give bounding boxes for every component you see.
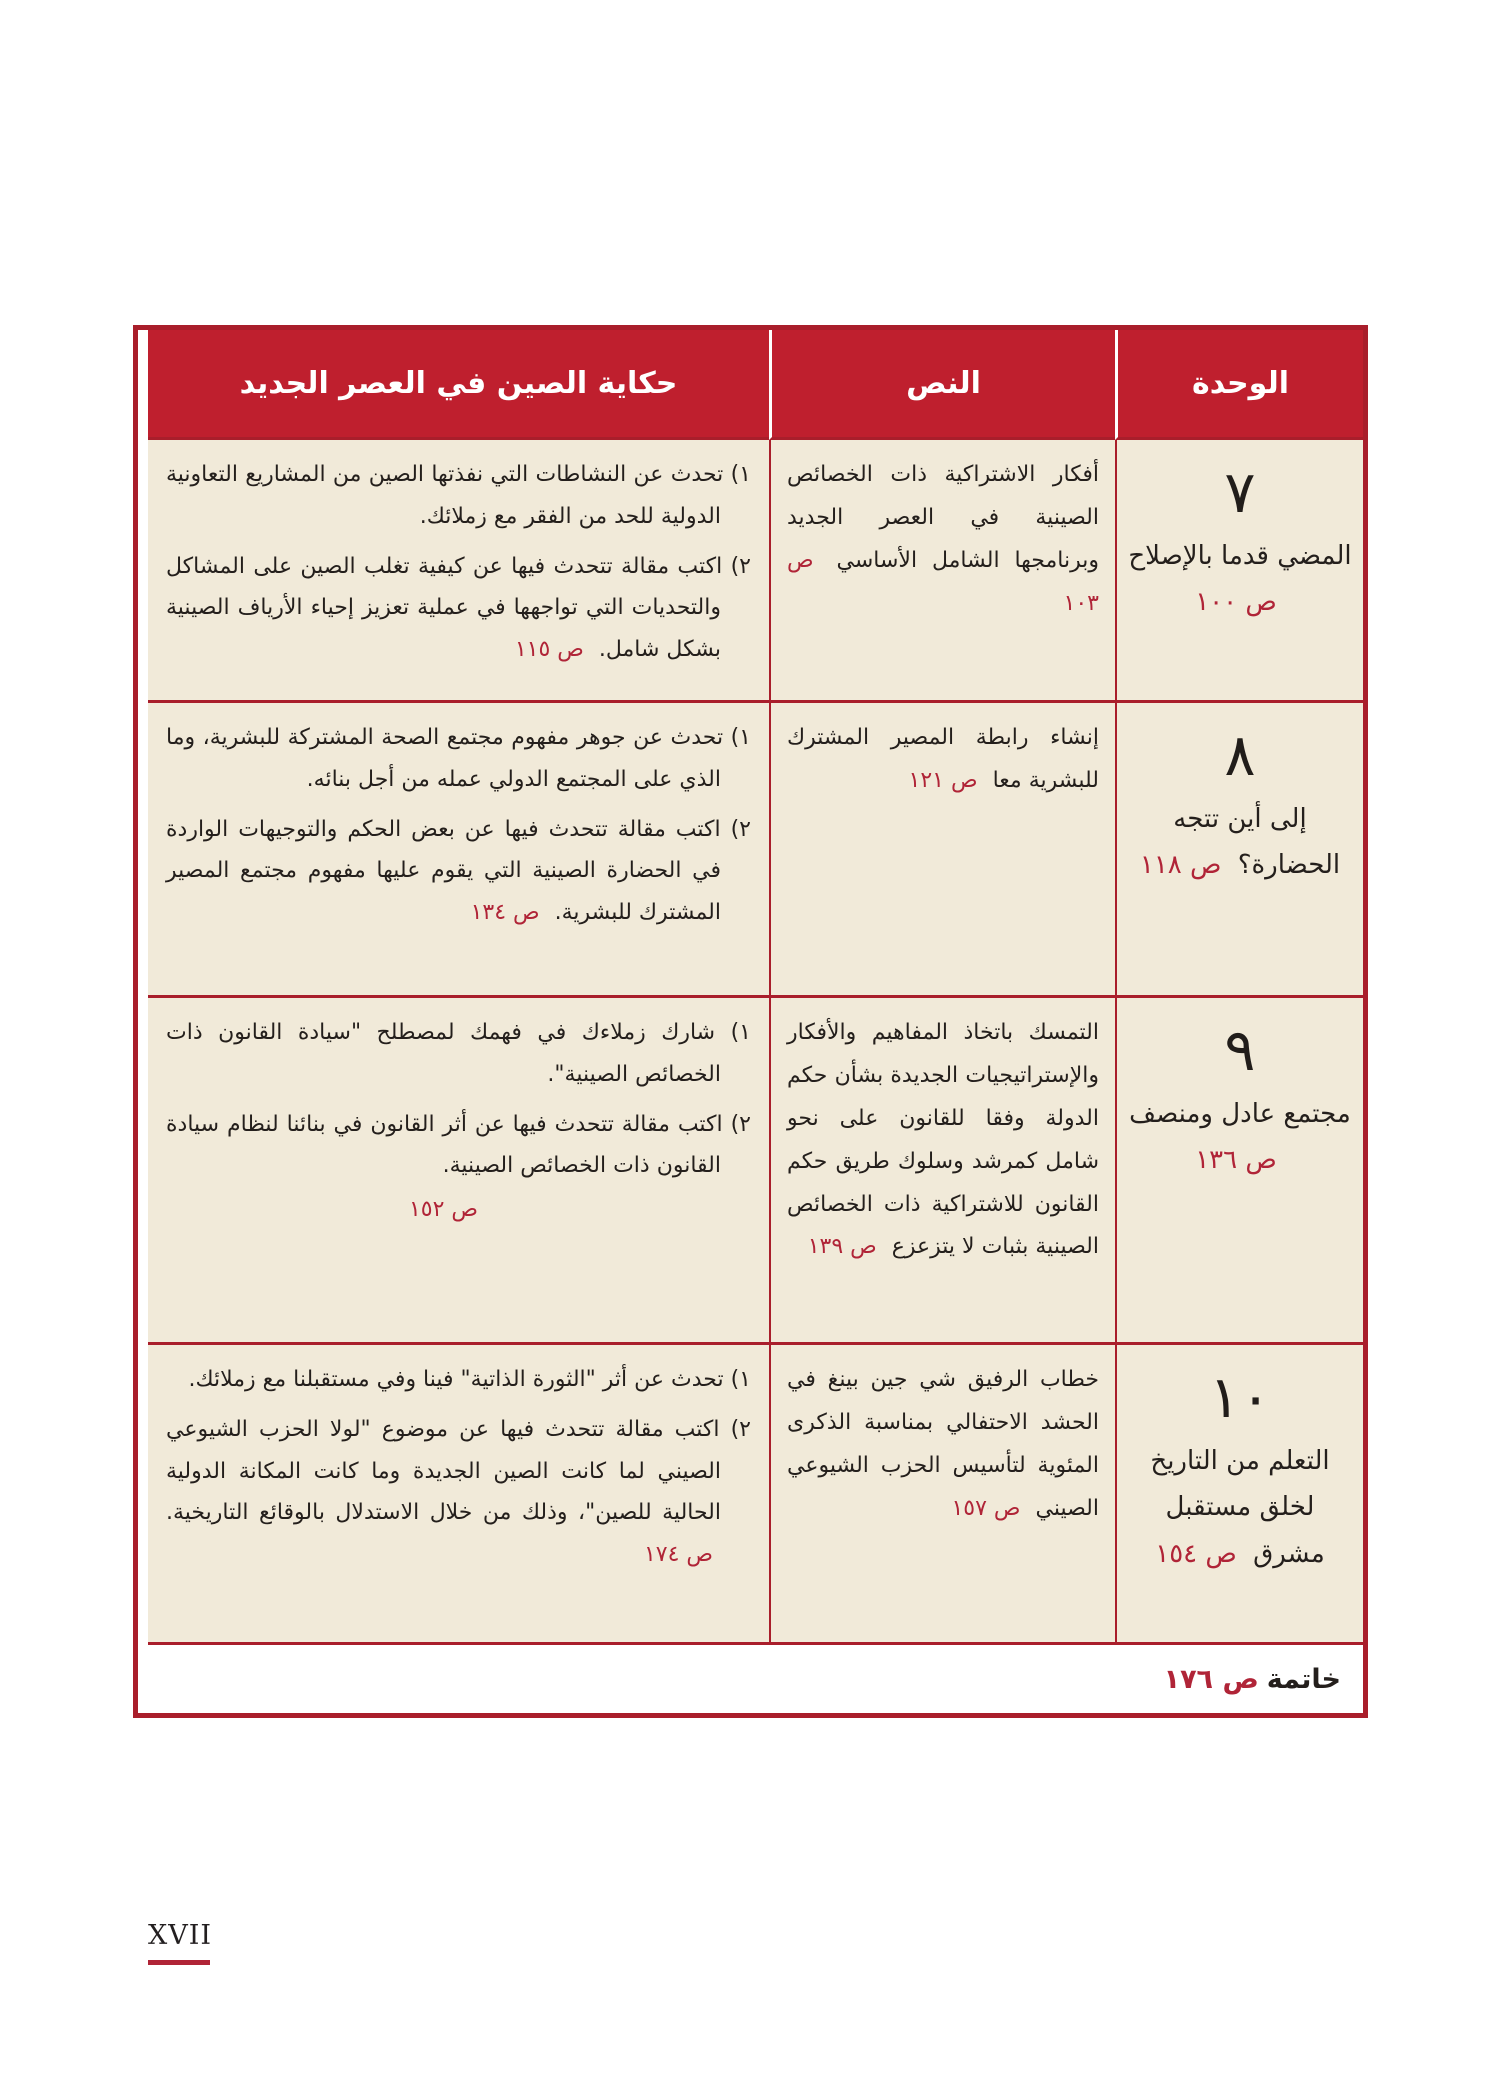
page-ref: ص ١٠٣ — [787, 547, 1099, 616]
page-ref: ص ١١٥ — [514, 637, 584, 663]
page-number: XVII — [148, 1920, 213, 1951]
page-ref: ص ١٠٠ — [1195, 587, 1277, 618]
unit-number: ١٠ — [1208, 1363, 1272, 1431]
unit-title: التعلم من التاريخ لخلق مستقبل مشرق ص ١٥٤ — [1127, 1438, 1353, 1578]
task-item: ١) تحدث عن النشاطات التي نفذتها الصين من… — [166, 454, 751, 538]
text-cell-7: أفكار الاشتراكية ذات الخصائص الصينية في … — [769, 440, 1115, 703]
text-body: التمسك باتخاذ المفاهيم والأفكار والإسترا… — [787, 1020, 1099, 1260]
conclusion-label: خاتمة — [1266, 1663, 1341, 1695]
unit-title: إلى أين تتجه الحضارة؟ ص ١١٨ — [1127, 796, 1353, 890]
unit-cell-8: ٨ إلى أين تتجه الحضارة؟ ص ١١٨ — [1115, 703, 1363, 998]
story-cell-10: ١) تحدث عن أثر "الثورة الذاتية" فينا وفي… — [148, 1345, 769, 1645]
task-item: ٢) اكتب مقالة تتحدث فيها عن موضوع "لولا … — [166, 1409, 751, 1576]
task-text: ١) تحدث عن النشاطات التي نفذتها الصين من… — [166, 462, 751, 529]
unit-number: ٧ — [1224, 458, 1256, 526]
task-item: ٢) اكتب مقالة تتحدث فيها عن بعض الحكم وا… — [166, 809, 751, 934]
contents-table: الوحدة النص حكاية الصين في العصر الجديد … — [133, 325, 1368, 1718]
unit-cell-9: ٩ مجتمع عادل ومنصف ص ١٣٦ — [1115, 998, 1363, 1345]
page-ref: ص ١٥٤ — [1155, 1539, 1237, 1570]
task-item: ١) شارك زملاءك في فهمك لمصطلح "سيادة الق… — [166, 1012, 751, 1096]
text-body: خطاب الرفيق شي جين بينغ في الحشد الاحتفا… — [787, 1367, 1099, 1521]
story-cell-7: ١) تحدث عن النشاطات التي نفذتها الصين من… — [148, 440, 769, 703]
task-item: ١) تحدث عن أثر "الثورة الذاتية" فينا وفي… — [166, 1359, 751, 1401]
task-text: ٢) اكتب مقالة تتحدث فيها عن موضوع "لولا … — [166, 1416, 751, 1526]
text-body: إنشاء رابطة المصير المشترك للبشرية معا — [787, 725, 1099, 793]
header-story-column: حكاية الصين في العصر الجديد — [148, 330, 769, 440]
task-item: ٢) اكتب مقالة تتحدث فيها عن كيفية تغلب ا… — [166, 546, 751, 671]
task-item: ٢) اكتب مقالة تتحدث فيها عن أثر القانون … — [166, 1104, 751, 1231]
task-item: ١) تحدث عن جوهر مفهوم مجتمع الصحة المشتر… — [166, 717, 751, 801]
page-ref: ص ١٣٩ — [807, 1234, 877, 1260]
header-text-column: النص — [769, 330, 1115, 440]
page-ref: ص ١٧٦ — [1163, 1663, 1259, 1695]
unit-title: المضي قدما بالإصلاح ص ١٠٠ — [1127, 533, 1353, 627]
story-cell-8: ١) تحدث عن جوهر مفهوم مجتمع الصحة المشتر… — [148, 703, 769, 998]
page-ref: ص ١٥٧ — [951, 1495, 1021, 1521]
conclusion-row: خاتمة ص ١٧٦ — [148, 1645, 1363, 1713]
page-ref: ص ١١٨ — [1139, 850, 1222, 881]
task-text: ١) تحدث عن جوهر مفهوم مجتمع الصحة المشتر… — [166, 725, 751, 792]
page-ref: ص ١٧٤ — [643, 1542, 713, 1568]
unit-cell-7: ٧ المضي قدما بالإصلاح ص ١٠٠ — [1115, 440, 1363, 703]
unit-cell-10: ١٠ التعلم من التاريخ لخلق مستقبل مشرق ص … — [1115, 1345, 1363, 1645]
unit-number: ٩ — [1224, 1016, 1256, 1084]
text-cell-8: إنشاء رابطة المصير المشترك للبشرية معا ص… — [769, 703, 1115, 998]
page-ref: ص ١٣٤ — [470, 900, 540, 926]
page-ref: ص ١٢١ — [908, 767, 978, 793]
unit-title: مجتمع عادل ومنصف ص ١٣٦ — [1127, 1091, 1353, 1185]
unit-title-text: التعلم من التاريخ لخلق مستقبل مشرق — [1150, 1445, 1330, 1570]
unit-title-text: مجتمع عادل ومنصف — [1129, 1098, 1351, 1129]
unit-title-text: إلى أين تتجه الحضارة؟ — [1173, 803, 1341, 881]
task-text: ١) شارك زملاءك في فهمك لمصطلح "سيادة الق… — [166, 1020, 751, 1087]
task-text: ١) تحدث عن أثر "الثورة الذاتية" فينا وفي… — [188, 1367, 751, 1392]
unit-number: ٨ — [1224, 721, 1256, 789]
text-cell-10: خطاب الرفيق شي جين بينغ في الحشد الاحتفا… — [769, 1345, 1115, 1645]
story-cell-9: ١) شارك زملاءك في فهمك لمصطلح "سيادة الق… — [148, 998, 769, 1345]
task-text: ٢) اكتب مقالة تتحدث فيها عن بعض الحكم وا… — [166, 816, 751, 926]
page-ref: ص ١٣٦ — [1195, 1145, 1277, 1176]
task-text: ٢) اكتب مقالة تتحدث فيها عن أثر القانون … — [166, 1111, 751, 1179]
text-cell-9: التمسك باتخاذ المفاهيم والأفكار والإسترا… — [769, 998, 1115, 1345]
page-ref: ص ١٥٢ — [408, 1197, 479, 1223]
unit-title-text: المضي قدما بالإصلاح — [1128, 540, 1352, 571]
text-body: أفكار الاشتراكية ذات الخصائص الصينية في … — [787, 462, 1100, 573]
task-text: ٢) اكتب مقالة تتحدث فيها عن كيفية تغلب ا… — [166, 553, 751, 663]
header-unit-column: الوحدة — [1115, 330, 1363, 440]
page-number-underline — [148, 1960, 210, 1965]
